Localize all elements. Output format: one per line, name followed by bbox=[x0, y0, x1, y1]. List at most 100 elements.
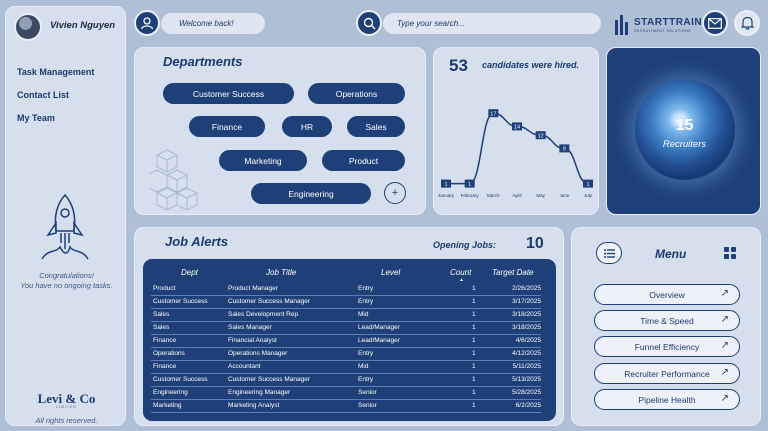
x-tick-label: March bbox=[487, 193, 500, 198]
data-point[interactable] bbox=[488, 109, 499, 118]
cell-dept: Operations bbox=[151, 347, 228, 361]
arrow-up-right-icon: ↗ bbox=[720, 367, 729, 378]
x-tick-label: June bbox=[559, 193, 569, 198]
recruiters-panel: 15 Recruiters bbox=[606, 47, 761, 215]
cell-count: 1 bbox=[442, 399, 492, 413]
data-point[interactable] bbox=[512, 122, 522, 131]
dept-hr[interactable]: HR bbox=[282, 116, 332, 137]
search-button[interactable] bbox=[356, 10, 382, 36]
column-header-count[interactable]: Count bbox=[450, 268, 472, 277]
dept-product[interactable]: Product bbox=[322, 150, 405, 171]
hired-line-chart: 1 January 1 February 17 March 14 April 12 May 9 Jun… bbox=[438, 109, 593, 198]
table-row[interactable]: Sales Sales Development Rep Mid 1 3/18/2025 bbox=[151, 308, 541, 322]
menu-item-funnel-efficiency[interactable]: Funnel Efficiency ↗ bbox=[594, 336, 740, 357]
cell-level: Mid bbox=[358, 308, 442, 322]
table-row[interactable]: Customer Success Customer Success Manager… bbox=[151, 373, 541, 387]
dept-sales[interactable]: Sales bbox=[347, 116, 405, 137]
profile-button[interactable] bbox=[134, 10, 160, 36]
dept-customer-success[interactable]: Customer Success bbox=[163, 83, 294, 104]
cell-level: Entry bbox=[358, 373, 442, 387]
menu-item-label: Funnel Efficiency bbox=[634, 341, 700, 352]
rocket-icon bbox=[41, 193, 89, 260]
cell-dept: Marketing bbox=[151, 399, 228, 413]
table-row[interactable]: Product Product Manager Entry 1 2/26/2025 bbox=[151, 282, 541, 296]
cell-count: 1 bbox=[442, 360, 492, 374]
mail-button[interactable] bbox=[702, 10, 728, 36]
cell-level: Senior bbox=[358, 399, 442, 413]
welcome-banner: Welcome back! bbox=[161, 13, 265, 34]
congrats-heading: Congratulations! bbox=[39, 271, 94, 280]
menu-item-overview[interactable]: Overview ↗ bbox=[594, 284, 740, 305]
menu-title: Menu bbox=[655, 247, 687, 261]
column-header-target-date[interactable]: Target Date bbox=[492, 268, 534, 277]
job-alerts-title: Job Alerts bbox=[165, 234, 229, 249]
column-header-job-title[interactable]: Job Title bbox=[266, 268, 297, 277]
list-icon bbox=[603, 248, 615, 258]
cell-job-title: Sales Development Rep bbox=[228, 308, 358, 322]
table-row[interactable]: Sales Sales Manager Lead/Manager 1 3/18/2025 bbox=[151, 321, 541, 335]
menu-item-time-speed[interactable]: Time & Speed ↗ bbox=[594, 310, 740, 331]
dept-operations[interactable]: Operations bbox=[308, 83, 405, 104]
cell-job-title: Sales Manager bbox=[228, 321, 358, 335]
cubes-icon bbox=[149, 149, 198, 210]
sidebar-item-task-management[interactable]: Task Management bbox=[17, 67, 95, 77]
cell-job-title: Marketing Analyst bbox=[228, 399, 358, 413]
arrow-up-right-icon: ↗ bbox=[720, 288, 729, 299]
search-icon bbox=[363, 17, 375, 29]
cell-dept: Sales bbox=[151, 321, 228, 335]
hired-count: 53 bbox=[449, 56, 468, 75]
menu-item-recruiter-performance[interactable]: Recruiter Performance ↗ bbox=[594, 363, 740, 384]
grid-icon[interactable] bbox=[724, 247, 736, 259]
notifications-button[interactable] bbox=[734, 10, 760, 36]
cell-count: 1 bbox=[442, 347, 492, 361]
brand-logo: Levi & Co bbox=[37, 391, 96, 406]
arrow-up-right-icon: ↗ bbox=[720, 340, 729, 351]
cell-dept: Customer Success bbox=[151, 295, 228, 309]
x-tick-label: January bbox=[438, 193, 455, 198]
departments-title: Departments bbox=[163, 54, 243, 69]
cell-target-date: 5/13/2025 bbox=[492, 373, 541, 387]
job-alerts-table-container: Dept Job Title Level Count Target Date P… bbox=[143, 259, 556, 421]
table-row[interactable]: Operations Operations Manager Entry 1 4/12/2… bbox=[151, 347, 541, 361]
search-input[interactable]: Type your search... bbox=[383, 13, 601, 34]
data-point[interactable] bbox=[583, 179, 593, 188]
list-view-button[interactable] bbox=[596, 242, 622, 264]
x-tick-label: April bbox=[512, 193, 521, 198]
menu-item-pipeline-health[interactable]: Pipeline Health ↗ bbox=[594, 389, 740, 410]
menu-item-label: Recruiter Performance bbox=[624, 368, 710, 379]
dept-finance[interactable]: Finance bbox=[189, 116, 265, 137]
cell-job-title: Product Manager bbox=[228, 282, 358, 296]
data-label: 12 bbox=[538, 133, 544, 139]
table-row[interactable]: Finance Financial Analyst Lead/Manager 1 4/6… bbox=[151, 334, 541, 348]
starttrain-logo: STARTTRAIN RECRUITMENT SOLUTIONS bbox=[614, 14, 702, 36]
data-point[interactable] bbox=[559, 144, 570, 153]
column-header-dept[interactable]: Dept bbox=[181, 268, 198, 277]
cell-dept: Finance bbox=[151, 360, 228, 374]
sidebar-item-contact-list[interactable]: Contact List bbox=[17, 90, 70, 100]
table-row[interactable]: Customer Success Customer Success Manager… bbox=[151, 295, 541, 309]
data-label: 1 bbox=[468, 182, 471, 188]
recruiters-label: Recruiters bbox=[662, 139, 707, 150]
bell-icon bbox=[740, 16, 754, 30]
data-label: 17 bbox=[490, 111, 496, 117]
data-point[interactable] bbox=[441, 179, 451, 188]
sort-asc-icon[interactable]: ▲ bbox=[459, 277, 464, 283]
data-point[interactable] bbox=[535, 131, 546, 140]
data-point[interactable] bbox=[464, 179, 475, 188]
cell-level: Mid bbox=[358, 360, 442, 374]
hired-label: candidates were hired. bbox=[482, 60, 580, 70]
avatar[interactable] bbox=[14, 13, 42, 41]
sidebar-item-my-team[interactable]: My Team bbox=[17, 113, 55, 123]
job-alerts-table-body: Product Product Manager Entry 1 2/26/2025 Cus… bbox=[151, 282, 541, 413]
menu-item-label: Time & Speed bbox=[640, 315, 694, 326]
table-row[interactable]: Marketing Marketing Analyst Senior 1 6/2/202… bbox=[151, 399, 541, 413]
dept-engineering[interactable]: Engineering bbox=[251, 183, 371, 204]
arrow-up-right-icon: ↗ bbox=[720, 393, 729, 404]
table-row[interactable]: Engineering Engineering Manager Senior 1 5/2… bbox=[151, 386, 541, 400]
cell-count: 1 bbox=[442, 282, 492, 296]
arrow-up-right-icon: ↗ bbox=[720, 314, 729, 325]
column-header-level[interactable]: Level bbox=[381, 268, 401, 277]
add-department-button[interactable]: + bbox=[384, 182, 406, 204]
table-row[interactable]: Finance Accountant Mid 1 5/11/2025 bbox=[151, 360, 541, 374]
dept-marketing[interactable]: Marketing bbox=[219, 150, 307, 171]
